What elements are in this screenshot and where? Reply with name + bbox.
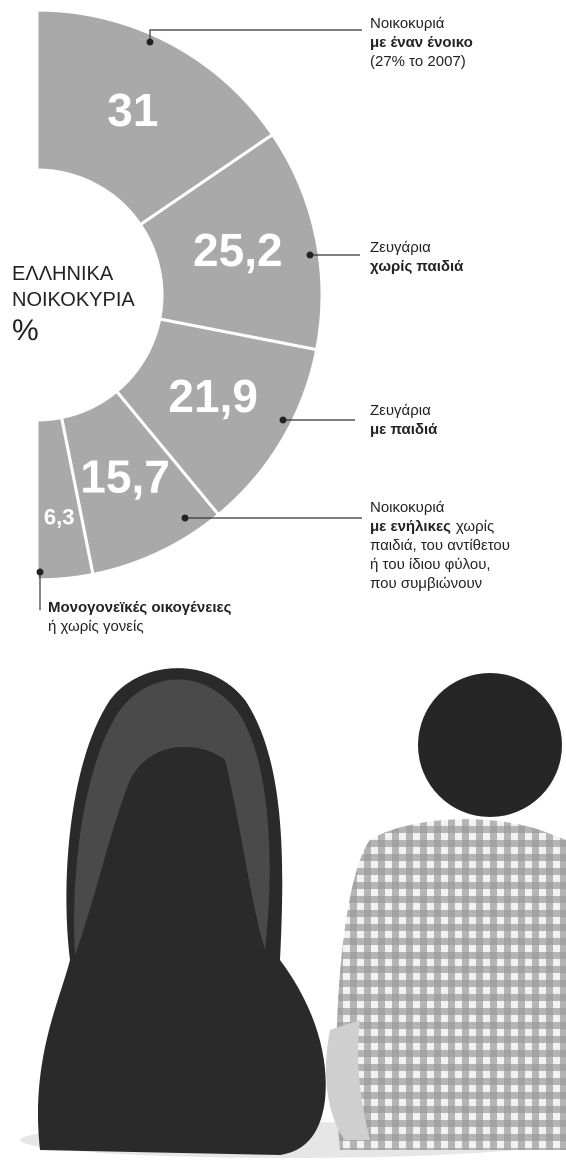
label-run: χωρίς xyxy=(456,518,494,535)
label-run: Μονογονεϊκές οικογένειες xyxy=(48,599,232,616)
category-label: Ζευγάρια xyxy=(370,239,431,256)
category-label: ή του ίδιου φύλου, xyxy=(370,556,491,573)
value-label: 15,7 xyxy=(80,450,170,502)
label-run: με ενήλικες xyxy=(370,518,451,535)
wedge xyxy=(35,415,95,582)
leader-line xyxy=(149,29,362,42)
category-label: Νοικοκυριά xyxy=(370,499,445,516)
label-run: (27% το 2007) xyxy=(370,53,466,70)
category-label: Μονογονεϊκές οικογένειες xyxy=(48,599,232,616)
value-label: 6,3 xyxy=(44,505,75,530)
category-label: χωρίς παιδιά xyxy=(370,258,464,275)
center-label: ΝΟΙΚΟΚΥΡΙΑ xyxy=(12,289,135,311)
label-run: Νοικοκυριά xyxy=(370,15,445,32)
label-run: Νοικοκυριά xyxy=(370,499,445,516)
leader-dot xyxy=(306,251,314,259)
value-label: 25,2 xyxy=(193,224,283,276)
value-label: 21,9 xyxy=(168,370,258,422)
photo xyxy=(20,668,566,1158)
category-label: με παιδιά xyxy=(370,421,438,438)
wedge xyxy=(35,8,275,227)
label-run: ή χωρίς γονείς xyxy=(48,618,144,635)
category-label: με ενήλικες χωρίς xyxy=(370,518,494,535)
leader-dot xyxy=(146,38,154,46)
center-label: ΕΛΛΗΝΙΚΑ xyxy=(12,263,114,285)
category-label: Ζευγάρια xyxy=(370,402,431,419)
wedge xyxy=(138,132,324,352)
label-run: με παιδιά xyxy=(370,421,438,438)
leader-dot xyxy=(279,416,287,424)
label-run: παιδιά, του αντίθετου xyxy=(370,537,510,554)
label-run: ή του ίδιου φύλου, xyxy=(370,556,491,573)
leader-dot xyxy=(181,514,189,522)
category-label: με έναν ένοικο xyxy=(370,34,473,51)
unit-label: % xyxy=(12,314,39,347)
value-label: 31 xyxy=(107,84,158,136)
label-run: Ζευγάρια xyxy=(370,239,431,256)
label-run: Ζευγάρια xyxy=(370,402,431,419)
category-label: που συμβιώνουν xyxy=(370,575,482,592)
category-label: (27% το 2007) xyxy=(370,53,466,70)
label-run: με έναν ένοικο xyxy=(370,34,473,51)
category-label: Νοικοκυριά xyxy=(370,15,445,32)
category-label: παιδιά, του αντίθετου xyxy=(370,537,510,554)
category-label: ή χωρίς γονείς xyxy=(48,618,144,635)
leader-dot xyxy=(36,568,44,576)
label-run: χωρίς παιδιά xyxy=(370,258,464,275)
donut-chart: 31 25,2 21,9 15,76,3 ΕΛΛΗΝΙΚΑ ΝΟΙΚΟΚΥΡΙΑ% Νοικ… xyxy=(12,8,510,635)
label-run: που συμβιώνουν xyxy=(370,575,482,592)
